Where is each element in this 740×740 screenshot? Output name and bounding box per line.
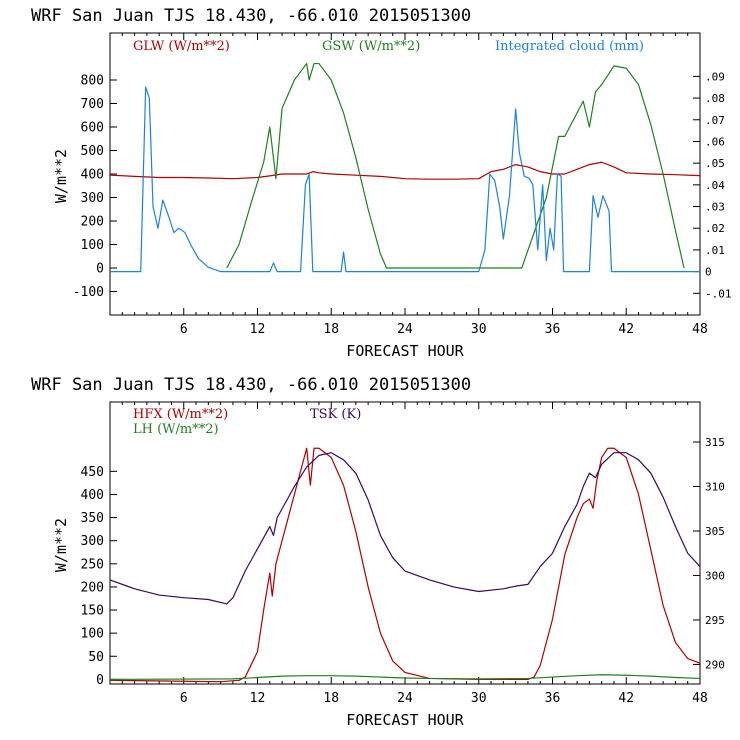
x-tick-label: 12 [250,322,266,337]
y-tick-label: 350 [81,511,104,526]
y-tick-label: 150 [81,604,104,619]
plot-frame [109,32,701,316]
y-tick-label: 0 [96,262,104,277]
plot-frame [109,401,701,685]
series-line-integrated [110,86,700,273]
y2-tick-label: 295 [705,614,725,627]
y2-tick-label: .07 [705,114,725,127]
x-tick-label: 24 [397,691,413,706]
x-tick-label: 42 [618,322,634,337]
y2-tick-label: .06 [705,135,725,148]
y-axis-label: W/m**2 [52,149,70,203]
y-tick-label: -100 [73,285,104,300]
x-tick-label: 18 [323,691,339,706]
y-tick-label: 500 [81,144,104,159]
y-tick-label: 300 [81,191,104,206]
legend-label-tsk: TSK (K) [310,407,361,422]
x-tick-label: 12 [250,691,266,706]
x-tick-label: 36 [545,691,561,706]
y-tick-label: 700 [81,97,104,112]
y-tick-label: 400 [81,488,104,503]
y-tick-label: 100 [81,627,104,642]
y2-tick-label: 0 [705,266,712,279]
x-tick-label: 30 [471,322,487,337]
y2-tick-label: 290 [705,658,725,671]
y-tick-label: 200 [81,215,104,230]
y2-tick-label: .09 [705,70,725,83]
y2-tick-label: 305 [705,525,725,538]
y2-tick-label: .05 [705,157,725,170]
y2-tick-label: 310 [705,481,725,494]
y-tick-label: 300 [81,534,104,549]
x-tick-label: 48 [692,322,708,337]
x-tick-label: 6 [180,322,188,337]
panel-bottom: WRF San Juan TJS 18.430, -66.010 2015051… [31,375,725,729]
y-tick-label: 50 [88,650,104,665]
y2-tick-label: .08 [705,92,725,105]
y-axis-label: W/m**2 [52,518,70,572]
x-tick-label: 24 [397,322,413,337]
y-tick-label: 200 [81,580,104,595]
x-tick-label: 36 [545,322,561,337]
series-line-hfx [109,447,701,683]
x-tick-label: 18 [323,322,339,337]
series-line-lh [109,674,701,680]
x-tick-label: 48 [692,691,708,706]
x-tick-label: 42 [618,691,634,706]
legend-label-hfx: HFX (W/m**2) [133,407,228,422]
legend-label-lh: LH (W/m**2) [133,422,219,437]
y-tick-label: 400 [81,168,104,183]
chart-title: WRF San Juan TJS 18.430, -66.010 2015051… [31,6,471,26]
y2-tick-label: .03 [705,201,725,214]
y2-tick-label: .02 [705,222,725,235]
y2-tick-label: .04 [705,179,725,192]
series-line-glw [109,161,701,180]
y-tick-label: 250 [81,557,104,572]
x-axis-label: FORECAST HOUR [346,711,464,729]
y2-tick-label: .01 [705,244,725,257]
x-tick-label: 30 [471,691,487,706]
series-line-gsw [226,62,685,269]
panel-top: WRF San Juan TJS 18.430, -66.010 2015051… [31,6,732,360]
legend-label-gsw: GSW (W/m**2) [322,39,420,54]
chart-title: WRF San Juan TJS 18.430, -66.010 2015051… [31,375,471,395]
y-tick-label: 100 [81,238,104,253]
series-line-tsk [109,452,701,605]
legend-label-cloud: Integrated cloud (mm) [495,39,644,54]
x-tick-label: 6 [180,691,188,706]
y2-tick-label: -.01 [705,287,732,300]
y2-tick-label: 300 [705,569,725,582]
y-tick-label: 450 [81,465,104,480]
y2-tick-label: 315 [705,436,725,449]
y-tick-label: 600 [81,121,104,136]
y-tick-label: 800 [81,74,104,89]
legend-label-glw: GLW (W/m**2) [133,39,230,54]
y-tick-label: 0 [96,673,104,688]
x-axis-label: FORECAST HOUR [346,342,464,360]
